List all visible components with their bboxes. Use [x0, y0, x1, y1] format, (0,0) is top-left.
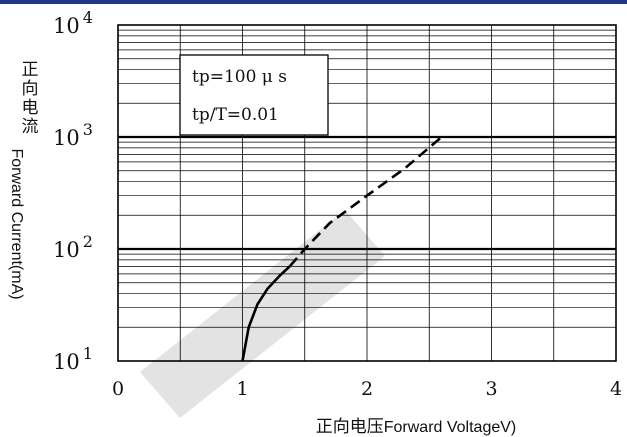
- y-axis-label-chinese: 正向电流: [22, 60, 39, 137]
- x-tick-label: 2: [361, 378, 373, 400]
- x-tick-label: 4: [610, 378, 622, 400]
- x-tick-label: 1: [236, 378, 248, 400]
- y-tick-label: 10 2: [53, 232, 93, 262]
- y-tick-label: 10 1: [53, 344, 93, 374]
- annotation-duty-cycle: tp/T=0.01: [192, 105, 279, 125]
- y-tick-label: 10 4: [53, 8, 93, 38]
- watermark-shape: [140, 210, 385, 418]
- y-axis-label: 正向电流 Forward Current(mA): [8, 60, 39, 300]
- x-tick-label: 3: [485, 378, 497, 400]
- x-tick-label: 0: [112, 378, 124, 400]
- y-axis-label-english: Forward Current(mA): [8, 148, 25, 299]
- x-axis-label: 正向电压Forward VoltageV): [316, 417, 517, 437]
- annotation-box: tp=100 μ s tp/T=0.01: [180, 55, 328, 135]
- y-tick-label: 10 3: [53, 120, 93, 150]
- annotation-pulse-width: tp=100 μ s: [192, 67, 287, 87]
